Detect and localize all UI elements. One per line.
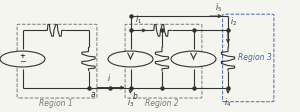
Text: +: + bbox=[20, 53, 26, 59]
Circle shape bbox=[108, 51, 153, 67]
Text: Region 1: Region 1 bbox=[39, 99, 72, 108]
Text: Region 3: Region 3 bbox=[238, 53, 272, 62]
Text: −: − bbox=[19, 58, 26, 67]
Circle shape bbox=[171, 51, 216, 67]
Text: $i_3$: $i_3$ bbox=[127, 96, 134, 109]
Text: $i$: $i$ bbox=[107, 72, 112, 83]
Text: $i_4$: $i_4$ bbox=[224, 96, 232, 109]
Text: $i_1$: $i_1$ bbox=[135, 14, 142, 26]
Text: $b$: $b$ bbox=[132, 90, 139, 101]
Text: $i_2$: $i_2$ bbox=[230, 16, 236, 28]
Text: $a$: $a$ bbox=[90, 90, 96, 99]
Circle shape bbox=[0, 51, 45, 67]
Text: $i_5$: $i_5$ bbox=[215, 1, 222, 14]
Text: Region 2: Region 2 bbox=[145, 99, 179, 108]
